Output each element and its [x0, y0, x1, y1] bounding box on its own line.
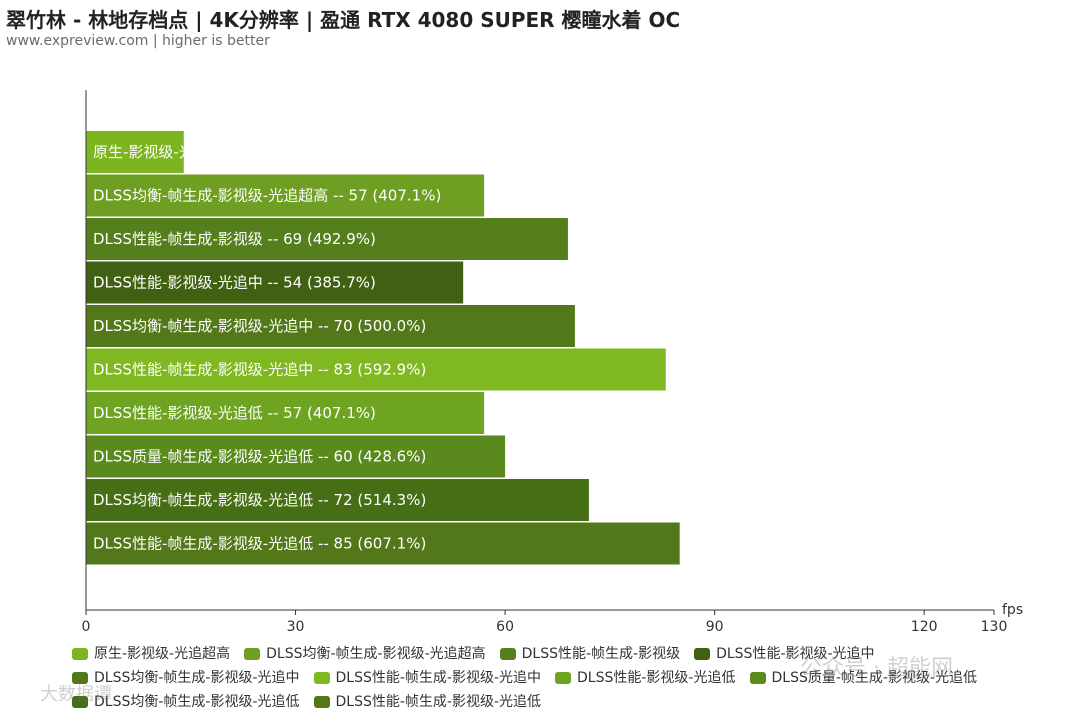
- legend-swatch: [555, 672, 572, 684]
- bar-data-label: DLSS均衡-帧生成-影视级-光追超高 -- 57 (407.1%): [93, 187, 441, 205]
- legend-swatch: [244, 648, 261, 660]
- bar: [86, 348, 666, 391]
- legend-item: DLSS均衡-帧生成-影视级-光追低: [72, 691, 300, 710]
- legend-swatch: [313, 672, 330, 684]
- x-tick-label: 90: [706, 619, 724, 635]
- bar-data-label: DLSS质量-帧生成-影视级-光追低 -- 60 (428.6%): [93, 448, 426, 466]
- legend-item: 原生-影视级-光追超高: [72, 643, 230, 665]
- bar-data-label: DLSS性能-帧生成-影视级 -- 69 (492.9%): [93, 230, 376, 248]
- legend-swatch: [749, 672, 766, 684]
- legend-label: DLSS均衡-帧生成-影视级-光追超高: [266, 646, 486, 662]
- legend-label: DLSS性能-影视级-光追中: [716, 646, 875, 662]
- legend-item: DLSS均衡-帧生成-影视级-光追超高: [244, 643, 486, 665]
- legend-label: DLSS均衡-帧生成-影视级-光追中: [94, 670, 300, 686]
- bar: [86, 392, 485, 434]
- legend-swatch: [72, 696, 88, 708]
- bar-data-label: DLSS性能-帧生成-影视级-光追低 -- 85 (607.1%): [93, 535, 426, 553]
- legend-item: DLSS质量-帧生成-影视级-光追低: [749, 667, 978, 689]
- x-tick-label: 120: [911, 619, 938, 635]
- chart-title: 翠竹林 - 林地存档点 | 4K分辨率 | 盈通 RTX 4080 SUPER …: [6, 8, 681, 32]
- legend-item: DLSS性能-帧生成-影视级-光追中: [313, 667, 542, 689]
- bar: [86, 218, 568, 260]
- legend-label: DLSS性能-帧生成-影视级-光追低: [335, 694, 542, 710]
- legend-label: 原生-影视级-光追超高: [94, 646, 231, 662]
- bar: [86, 261, 464, 304]
- bar-data-label: DLSS均衡-帧生成-影视级-光追中 -- 70 (500.0%): [93, 317, 426, 335]
- legend-label: DLSS均衡-帧生成-影视级-光追低: [94, 694, 300, 710]
- chart-legend: 原生-影视级-光追超高 DLSS均衡-帧生成-影视级-光追超高 DLSS性能-帧生成…: [72, 643, 1072, 710]
- watermark-corner: 大数据谭: [40, 684, 112, 705]
- chart-subtitle: www.expreview.com | higher is better: [6, 33, 270, 49]
- bar-data-label: DLSS均衡-帧生成-影视级-光追低 -- 72 (514.3%): [93, 491, 426, 509]
- bar: [86, 305, 575, 347]
- bar-labels-group: 原生-影视级-光追超高 -- 14 (100.0%) DLSS均衡-帧生成-影视级…: [93, 143, 441, 553]
- bar: [86, 435, 506, 478]
- legend-label: DLSS性能-帧生成-影视级-光追中: [335, 670, 542, 686]
- legend-swatch: [694, 648, 711, 660]
- legend-item: DLSS均衡-帧生成-影视级-光追中: [72, 667, 300, 689]
- bars-group: [86, 131, 680, 565]
- legend-item: DLSS性能-影视级-光追低: [555, 667, 736, 689]
- bar: [86, 174, 485, 217]
- bar-data-label: DLSS性能-影视级-光追低 -- 57 (407.1%): [93, 404, 376, 422]
- legend-label: DLSS质量-帧生成-影视级-光追低: [771, 670, 978, 686]
- bar-chart: 原生-影视级-光追超高 -- 14 (100.0%) DLSS均衡-帧生成-影视级…: [82, 90, 1023, 635]
- legend-swatch: [499, 648, 516, 660]
- bar-data-label: DLSS性能-帧生成-影视级-光追中 -- 83 (592.9%): [93, 361, 426, 379]
- bar: [86, 131, 184, 173]
- legend-label: DLSS性能-影视级-光追低: [577, 670, 736, 686]
- bar: [86, 522, 680, 565]
- legend-swatch: [72, 672, 88, 684]
- bar-data-label: DLSS性能-影视级-光追中 -- 54 (385.7%): [93, 274, 376, 292]
- bar-data-label: 原生-影视级-光追超高 -- 14 (100.0%): [93, 143, 352, 161]
- bar: [86, 479, 589, 521]
- watermark-wechat: 公众号 · 超能网: [800, 656, 953, 681]
- x-tick-label: 130: [981, 619, 1008, 635]
- x-tick-label: 60: [496, 619, 514, 635]
- x-axis-label: fps: [1002, 602, 1023, 618]
- x-tick-label: 0: [82, 619, 91, 635]
- legend-item: DLSS性能-帧生成-影视级: [499, 643, 681, 665]
- legend-swatch: [72, 648, 88, 660]
- legend-swatch: [313, 696, 330, 708]
- legend-item: DLSS性能-影视级-光追中: [694, 643, 875, 665]
- legend-item: DLSS性能-帧生成-影视级-光追低: [313, 691, 542, 710]
- x-tick-label: 30: [287, 619, 305, 635]
- legend-label: DLSS性能-帧生成-影视级: [521, 646, 681, 662]
